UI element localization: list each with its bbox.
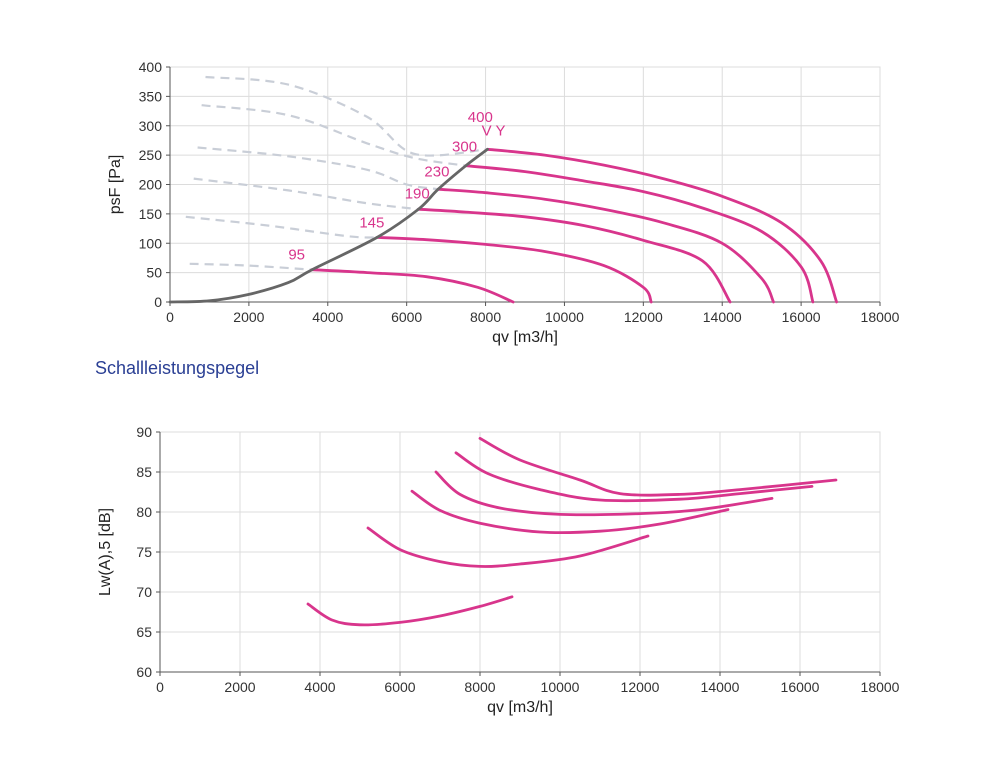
- sound-power-chart: 0 2000 4000 6000 8000 10000 12000 14000 16000 180…: [97, 424, 900, 716]
- y-tick-label: 0: [154, 294, 162, 310]
- series-label: 300: [452, 139, 477, 156]
- y-axis-label: Lw(A),5 [dB]: [97, 508, 114, 596]
- y-tick-label: 50: [146, 265, 162, 281]
- x-tick-label: 12000: [621, 679, 660, 695]
- x-tick-label: 4000: [304, 679, 335, 695]
- x-tick-label: 6000: [391, 309, 422, 325]
- x-tick-label: 2000: [233, 309, 264, 325]
- dashed-curve: [201, 104, 466, 167]
- x-tick-label: 10000: [541, 679, 580, 695]
- y-tick-label: 85: [136, 464, 152, 480]
- y-tick-label: 250: [139, 147, 163, 163]
- y-tick-label: 90: [136, 424, 152, 440]
- dashed-curve: [205, 75, 488, 157]
- section-title: Schallleistungspegel: [95, 358, 260, 378]
- y-tick-label: 60: [136, 664, 152, 680]
- x-tick-label: 16000: [781, 679, 820, 695]
- series-label: 145: [359, 214, 384, 231]
- dashed-curve: [197, 146, 439, 191]
- series-line: [410, 489, 730, 535]
- x-tick-label: 8000: [470, 309, 501, 325]
- x-tick-label: 14000: [703, 309, 742, 325]
- series-line: [310, 268, 515, 304]
- y-tick-label: 100: [139, 235, 163, 251]
- series-label: 190: [405, 186, 430, 203]
- series-line: [454, 451, 814, 503]
- x-tick-label: 16000: [782, 309, 821, 325]
- y-tick-label: 350: [139, 88, 163, 104]
- x-tick-label: 14000: [701, 679, 740, 695]
- series-line: [486, 147, 838, 304]
- series-label: 230: [424, 163, 449, 180]
- series-line: [464, 164, 815, 304]
- y-tick-label: 80: [136, 504, 152, 520]
- dashed-curve: [193, 177, 419, 211]
- series-line: [478, 437, 838, 497]
- series-line: [306, 595, 514, 627]
- series-label: 400: [468, 109, 493, 126]
- y-tick-label: 75: [136, 544, 152, 560]
- operating-line-label: V Y: [482, 123, 506, 140]
- y-tick-label: 65: [136, 624, 152, 640]
- dashed-curve: [189, 262, 313, 271]
- x-axis-label: qv [m3/h]: [492, 329, 558, 346]
- x-tick-label: 18000: [861, 309, 900, 325]
- pressure-chart: 0 2000 4000 6000 8000 10000 12000 14000 16000 180…: [107, 59, 900, 346]
- series-label: 95: [288, 247, 305, 264]
- x-tick-label: 10000: [545, 309, 584, 325]
- x-tick-label: 2000: [224, 679, 255, 695]
- x-tick-label: 0: [166, 309, 174, 325]
- x-tick-label: 6000: [384, 679, 415, 695]
- x-tick-label: 12000: [624, 309, 663, 325]
- operating-line: [168, 147, 489, 304]
- series-line: [375, 236, 653, 304]
- series-line: [417, 207, 732, 304]
- series-line: [434, 470, 774, 517]
- x-tick-label: 4000: [312, 309, 343, 325]
- x-tick-label: 18000: [861, 679, 900, 695]
- y-tick-label: 200: [139, 177, 163, 193]
- y-tick-label: 300: [139, 118, 163, 134]
- dashed-curve: [185, 215, 378, 239]
- y-tick-label: 150: [139, 206, 163, 222]
- y-tick-label: 70: [136, 584, 152, 600]
- x-tick-label: 0: [156, 679, 164, 695]
- x-tick-label: 8000: [464, 679, 495, 695]
- y-axis-label: psF [Pa]: [107, 155, 124, 215]
- series-line: [436, 187, 775, 304]
- y-tick-label: 400: [139, 59, 163, 75]
- series-line: [366, 526, 650, 568]
- x-axis-label: qv [m3/h]: [487, 699, 553, 716]
